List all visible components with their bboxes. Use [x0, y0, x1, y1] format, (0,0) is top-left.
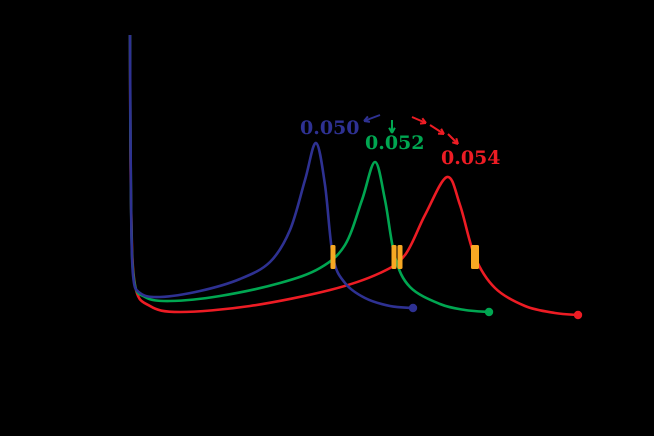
endpoint-dot-0052: [484, 307, 494, 317]
series-label-0052: 0.052: [365, 132, 425, 154]
crossing-marker: [471, 245, 479, 269]
crossing-marker: [391, 245, 403, 269]
marker-layer: [330, 245, 479, 269]
endpoint-dot-0050: [408, 303, 418, 313]
arrow-icon: [411, 116, 427, 125]
arrow-icon: [429, 124, 445, 135]
crossing-marker: [330, 245, 336, 269]
series-layer: [128, 34, 583, 320]
series-label-0050: 0.050: [300, 117, 360, 139]
series-line-0052: [128, 34, 490, 314]
arrow-icon: [388, 120, 396, 134]
arrow-layer: [363, 114, 459, 145]
series-label-0054: 0.054: [441, 147, 501, 169]
series-line-0050: [128, 34, 414, 310]
endpoint-dot-0054: [573, 310, 583, 320]
series-line-0054: [128, 34, 579, 317]
arrow-icon: [363, 114, 381, 123]
arrow-icon: [447, 133, 459, 145]
